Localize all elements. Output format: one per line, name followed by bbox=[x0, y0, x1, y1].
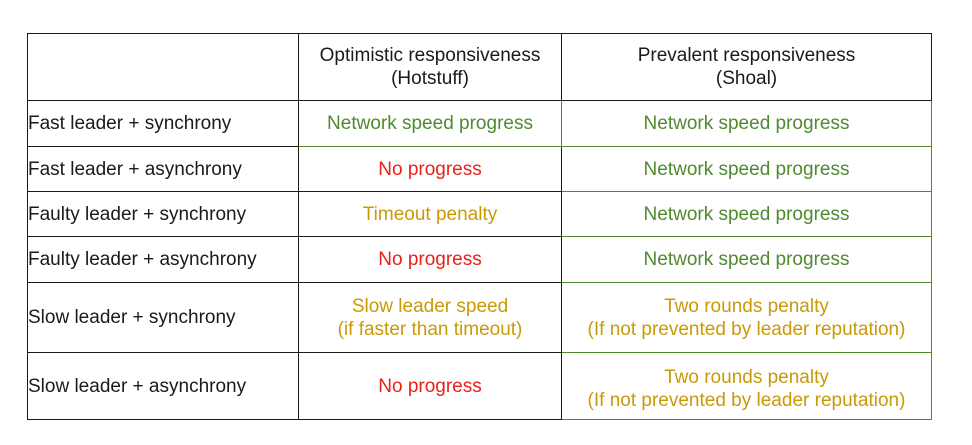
row-label: Faulty leader + asynchrony bbox=[27, 236, 299, 283]
cell-text: Two rounds penalty bbox=[664, 367, 829, 388]
header-row: Optimistic responsiveness (Hotstuff) Pre… bbox=[27, 33, 932, 101]
row-label: Faulty leader + synchrony bbox=[27, 191, 299, 237]
cell-note: (If not prevented by leader reputation) bbox=[587, 318, 906, 340]
table-row: Faulty leader + synchrony Timeout penalt… bbox=[27, 191, 932, 237]
header-empty-cell bbox=[27, 33, 299, 101]
optimistic-cell: No progress bbox=[298, 352, 562, 420]
row-label: Fast leader + synchrony bbox=[27, 100, 299, 147]
optimistic-cell: No progress bbox=[298, 236, 562, 283]
cell-note: (If not prevented by leader reputation) bbox=[587, 390, 906, 411]
optimistic-cell: No progress bbox=[298, 146, 562, 192]
row-label: Slow leader + synchrony bbox=[27, 282, 299, 353]
header-prevalent-title: Prevalent responsiveness bbox=[637, 45, 856, 66]
table-row: Faulty leader + asynchrony No progress N… bbox=[27, 236, 932, 283]
cell-text: Slow leader speed bbox=[351, 295, 509, 317]
table-row: Slow leader + synchrony Slow leader spee… bbox=[27, 282, 932, 353]
row-label: Fast leader + asynchrony bbox=[27, 146, 299, 192]
cell-text: Network speed progress bbox=[643, 158, 850, 180]
prevalent-cell: Two rounds penalty (If not prevented by … bbox=[561, 352, 932, 420]
table-row: Slow leader + asynchrony No progress Two… bbox=[27, 352, 932, 420]
cell-text: No progress bbox=[378, 249, 482, 270]
table-row: Fast leader + asynchrony No progress Net… bbox=[27, 146, 932, 192]
comparison-table: Optimistic responsiveness (Hotstuff) Pre… bbox=[27, 33, 932, 420]
table-row: Fast leader + synchrony Network speed pr… bbox=[27, 100, 932, 147]
cell-text: Timeout penalty bbox=[362, 203, 498, 225]
cell-text: No progress bbox=[378, 375, 482, 397]
cell-text: Network speed progress bbox=[327, 113, 533, 134]
prevalent-cell: Network speed progress bbox=[561, 191, 932, 237]
cell-note: (if faster than timeout) bbox=[337, 318, 523, 340]
header-optimistic-subtitle: (Hotstuff) bbox=[391, 68, 469, 89]
header-prevalent-subtitle: (Shoal) bbox=[715, 68, 778, 89]
header-prevalent: Prevalent responsiveness (Shoal) bbox=[561, 33, 932, 101]
prevalent-cell: Network speed progress bbox=[561, 100, 932, 147]
cell-text: Two rounds penalty bbox=[664, 295, 829, 317]
optimistic-cell: Network speed progress bbox=[298, 100, 562, 147]
header-optimistic: Optimistic responsiveness (Hotstuff) bbox=[298, 33, 562, 101]
row-label: Slow leader + asynchrony bbox=[27, 352, 299, 420]
prevalent-cell: Network speed progress bbox=[561, 236, 932, 283]
prevalent-cell: Two rounds penalty (If not prevented by … bbox=[561, 282, 932, 353]
cell-text: Network speed progress bbox=[643, 203, 850, 225]
cell-text: No progress bbox=[378, 158, 482, 180]
prevalent-cell: Network speed progress bbox=[561, 146, 932, 192]
cell-text: Network speed progress bbox=[643, 113, 850, 134]
header-optimistic-title: Optimistic responsiveness bbox=[319, 45, 541, 66]
optimistic-cell: Timeout penalty bbox=[298, 191, 562, 237]
cell-text: Network speed progress bbox=[643, 249, 850, 270]
optimistic-cell: Slow leader speed (if faster than timeou… bbox=[298, 282, 562, 353]
